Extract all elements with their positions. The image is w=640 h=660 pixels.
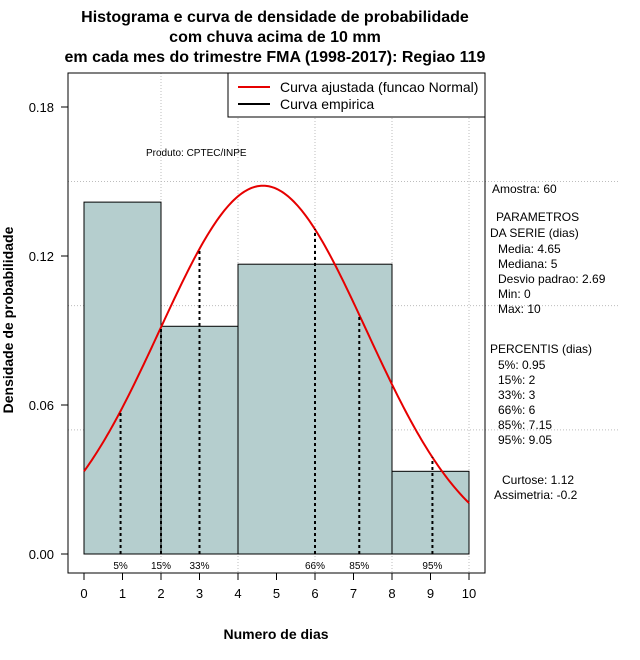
chart-title-line-2: com chuva acima de 10 mm — [169, 29, 381, 46]
percentile-label-2: 33% — [189, 561, 209, 572]
x-tick-label-1: 1 — [119, 586, 126, 601]
y-tick-label-0: 0.00 — [29, 547, 54, 562]
percentil-95: 95%: 9.05 — [498, 433, 552, 447]
product-label: Produto: CPTEC/INPE — [146, 148, 247, 159]
params-title-1: PARAMETROS — [496, 210, 579, 224]
normal-fit-curve — [83, 184, 470, 504]
y-tick-label-1: 0.06 — [29, 398, 54, 413]
percentis-title: PERCENTIS (dias) — [490, 342, 592, 356]
x-tick-label-3: 3 — [196, 586, 203, 601]
percentile-label-0: 5% — [113, 561, 128, 572]
y-axis-title: Densidade de probabilidade — [0, 226, 16, 413]
param-mean: Media: 4.65 — [498, 242, 561, 256]
x-tick-label-4: 4 — [234, 586, 241, 601]
x-tick-label-5: 5 — [273, 586, 280, 601]
percentil-5: 5%: 0.95 — [498, 358, 546, 372]
param-max: Max: 10 — [498, 302, 541, 316]
x-tick-label-6: 6 — [311, 586, 318, 601]
param-sd: Desvio padrao: 2.69 — [498, 272, 606, 286]
percentil-66: 66%: 6 — [498, 403, 536, 417]
sample-size: Amostra: 60 — [492, 182, 557, 196]
histogram-bar-3 — [391, 470, 470, 555]
chart-title-line-3: em cada mes do trimestre FMA (1998-2017)… — [65, 49, 486, 66]
legend-label-empirical: Curva empirica — [280, 96, 374, 112]
legend: Curva ajustada (funcao Normal) Curva emp… — [227, 72, 486, 118]
percentile-markers: 5% 15% 33% 66% 85% 95% — [113, 229, 443, 572]
chart-title-line-1: Histograma e curva de densidade de proba… — [81, 9, 469, 26]
x-tick-label-2: 2 — [157, 586, 164, 601]
histogram-bars — [83, 201, 470, 555]
param-median: Mediana: 5 — [498, 257, 558, 271]
histogram-bar-0 — [83, 201, 162, 555]
x-axis-title: Numero de dias — [223, 626, 328, 642]
x-tick-label-9: 9 — [427, 586, 434, 601]
skewness: Assimetria: -0.2 — [494, 488, 578, 502]
percentil-85: 85%: 7.15 — [498, 418, 552, 432]
normal-curve-layer — [83, 184, 470, 504]
legend-label-fit: Curva ajustada (funcao Normal) — [280, 79, 478, 95]
x-tick-label-0: 0 — [80, 586, 87, 601]
y-tick-label-2: 0.12 — [29, 249, 54, 264]
axes: 0 1 2 3 4 5 6 7 8 9 10 0.00 0.06 0.12 0.18 — [29, 100, 477, 601]
percentil-15: 15%: 2 — [498, 373, 536, 387]
legend-box — [227, 72, 486, 118]
x-tick-label-7: 7 — [350, 586, 357, 601]
stats-panel: Amostra: 60 PARAMETROS DA SERIE (dias) M… — [490, 182, 606, 502]
percentile-label-4: 85% — [349, 561, 369, 572]
x-tick-label-10: 10 — [462, 586, 476, 601]
y-tick-label-3: 0.18 — [29, 100, 54, 115]
param-min: Min: 0 — [498, 287, 531, 301]
percentile-label-5: 95% — [422, 561, 442, 572]
percentile-label-3: 66% — [305, 561, 325, 572]
x-tick-label-8: 8 — [388, 586, 395, 601]
kurtosis: Curtose: 1.12 — [502, 473, 574, 487]
percentil-33: 33%: 3 — [498, 388, 536, 402]
percentile-label-1: 15% — [151, 561, 171, 572]
params-title-2: DA SERIE (dias) — [490, 226, 579, 240]
